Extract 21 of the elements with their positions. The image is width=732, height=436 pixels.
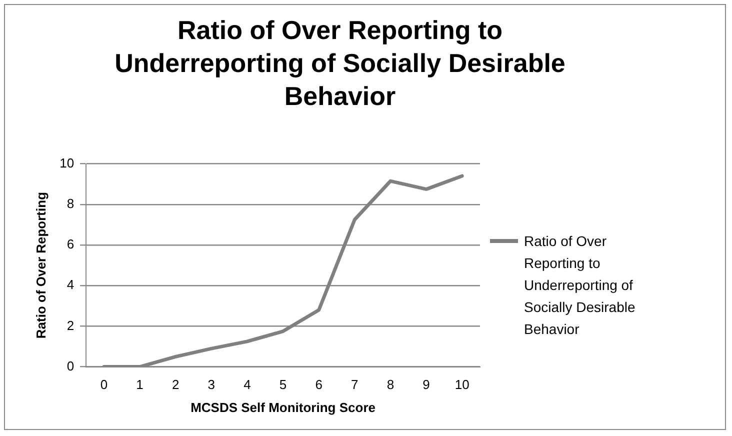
x-tick-label: 5 [279, 377, 287, 392]
x-axis-title: MCSDS Self Monitoring Score [190, 400, 376, 415]
y-tick-label: 8 [66, 196, 74, 211]
x-tick-label: 2 [172, 377, 180, 392]
y-tick-label: 2 [66, 318, 74, 333]
x-tick-label: 9 [422, 377, 430, 392]
y-axis-title: Ratio of Over Reporting [33, 192, 48, 339]
chart-title: Ratio of Over Reporting to Underreporting of Socially Desirable Behavior [114, 14, 566, 113]
y-tick-label: 4 [66, 277, 74, 292]
x-tick-label: 3 [208, 377, 216, 392]
y-tick-label: 0 [66, 358, 74, 374]
x-tick-label: 0 [100, 377, 108, 392]
x-tick-label: 7 [351, 377, 358, 392]
x-tick-label: 8 [386, 377, 394, 392]
x-tick-label: 4 [244, 377, 251, 392]
legend-label: Ratio of Over Reporting to Underreporting of Socially Desirable Behavior [524, 232, 636, 339]
x-tick-label: 1 [136, 377, 144, 392]
x-tick-label: 10 [454, 377, 470, 392]
x-tick-label: 6 [315, 377, 322, 392]
y-tick-label: 10 [60, 155, 74, 170]
y-tick-label: 6 [66, 236, 74, 252]
